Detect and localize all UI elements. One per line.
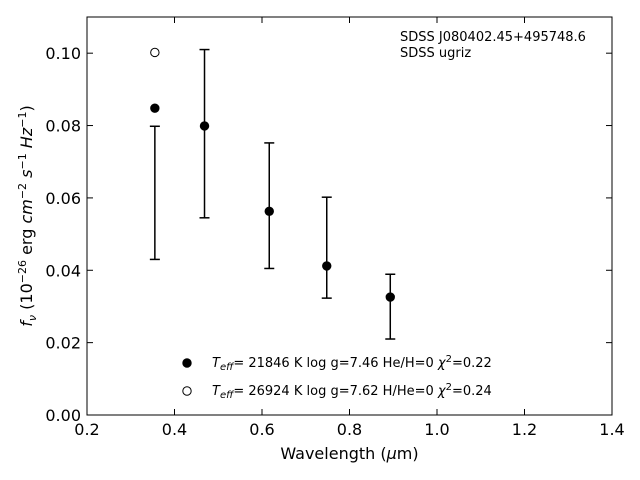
model-point-filled (322, 261, 332, 271)
data-points (150, 47, 395, 302)
legend-label-series-1: Teff= 21846 K log g=7.46 He/H=0 χ2=0.22 (212, 354, 492, 373)
y-tick-label: 0.04 (45, 261, 81, 280)
error-bar (321, 196, 332, 299)
annotation-object-name: SDSS J080402.45+495748.6 (400, 30, 586, 45)
y-tick-label: 0.08 (45, 117, 81, 136)
x-tick-label: 1.0 (424, 420, 449, 439)
axis-ticks (86, 17, 613, 416)
x-tick-label: 0.4 (162, 420, 187, 439)
model-point-open (150, 47, 160, 58)
x-tick-label: 0.6 (249, 420, 274, 439)
model-point-filled (150, 103, 160, 113)
legend-marker-open (182, 386, 192, 396)
legend: Teff= 21846 K log g=7.46 He/H=0 χ2=0.22 … (182, 354, 492, 401)
y-axis-label: fν (10−26 erg cm−2 s−1 Hz−1) (16, 105, 39, 326)
y-tick-label: 0.10 (45, 44, 81, 63)
x-tick-label: 0.8 (337, 420, 362, 439)
model-point-filled (264, 206, 274, 216)
x-axis-label: Wavelength (μm) (280, 444, 418, 463)
tick-labels: 0.2 0.4 0.6 0.8 1.0 1.2 1.4 0.00 0.02 0.04 0.06 0.0… (45, 44, 624, 439)
x-tick-label: 0.2 (74, 420, 99, 439)
error-bar (199, 48, 210, 219)
model-point-filled (385, 292, 395, 302)
error-bar (385, 273, 396, 340)
y-tick-label: 0.02 (45, 334, 81, 353)
y-tick-label: 0.00 (45, 406, 81, 425)
x-tick-label: 1.4 (599, 420, 624, 439)
model-point-filled (199, 121, 210, 131)
legend-marker-filled (182, 358, 192, 368)
error-bar (264, 142, 275, 270)
y-tick-label: 0.06 (45, 189, 81, 208)
legend-label-series-2: Teff= 26924 K log g=7.62 H/He=0 χ2=0.24 (212, 382, 492, 401)
x-tick-label: 1.2 (512, 420, 537, 439)
error-bar (149, 125, 160, 261)
error-bars (149, 48, 396, 340)
annotation-photometry: SDSS ugriz (400, 46, 471, 61)
